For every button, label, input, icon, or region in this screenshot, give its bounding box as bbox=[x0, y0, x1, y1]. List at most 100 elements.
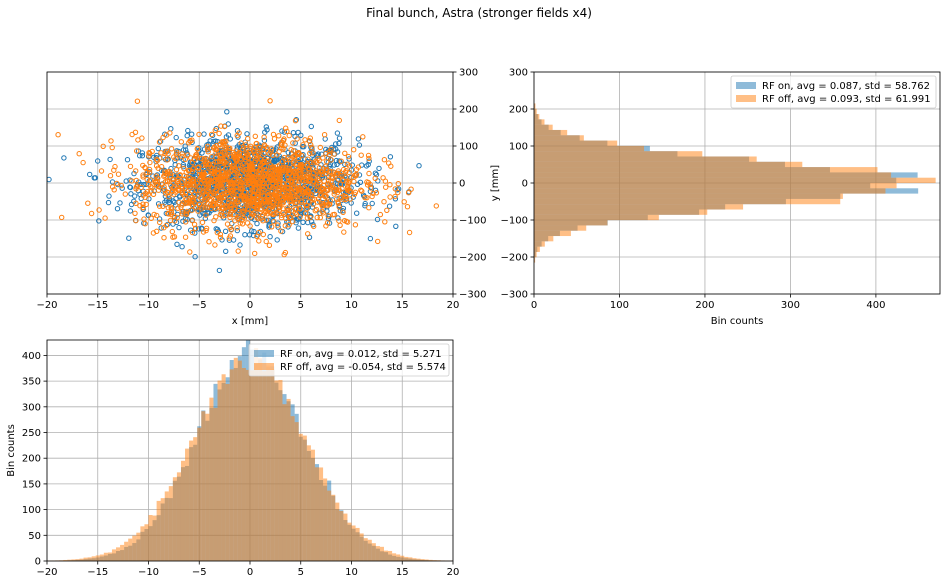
scatter-point bbox=[341, 218, 348, 224]
scatter-point bbox=[283, 167, 289, 174]
scatter-point bbox=[234, 227, 241, 234]
xhist-bar bbox=[286, 398, 291, 561]
scatter-point bbox=[279, 186, 286, 193]
scatter-point bbox=[222, 177, 229, 183]
scatter-point bbox=[203, 196, 209, 203]
scatter-point bbox=[180, 218, 186, 224]
scatter-point bbox=[267, 168, 273, 174]
yhist-bars bbox=[534, 103, 936, 263]
scatter-point bbox=[270, 172, 276, 178]
scatter-point bbox=[386, 203, 393, 209]
scatter-point bbox=[132, 193, 138, 199]
xhist-bar bbox=[209, 397, 214, 561]
scatter-point bbox=[140, 174, 146, 180]
scatter-point bbox=[222, 203, 228, 210]
scatter-point bbox=[377, 211, 384, 218]
y-tick-label: 300 bbox=[509, 68, 528, 79]
scatter-point bbox=[300, 142, 306, 148]
scatter-point bbox=[262, 176, 268, 183]
scatter-point bbox=[148, 215, 154, 222]
scatter-point bbox=[196, 176, 203, 183]
x-tick-label: 15 bbox=[396, 567, 409, 578]
scatter-point bbox=[288, 197, 294, 204]
scatter-point bbox=[320, 210, 326, 216]
scatter-point bbox=[346, 180, 352, 186]
scatter-point bbox=[341, 229, 347, 235]
scatter-point bbox=[387, 154, 394, 160]
scatter-point bbox=[213, 149, 219, 155]
scatter-point bbox=[307, 214, 313, 221]
scatter-point bbox=[291, 169, 298, 175]
scatter-point bbox=[179, 183, 186, 190]
scatter-point bbox=[107, 173, 114, 179]
scatter-point bbox=[416, 163, 422, 169]
scatter-point bbox=[201, 146, 208, 152]
yhist-bar bbox=[534, 257, 536, 263]
scatter-point bbox=[194, 146, 201, 152]
legend-entry: RF on, avg = 0.087, std = 58.762 bbox=[762, 81, 930, 92]
xhist-bar bbox=[67, 559, 72, 561]
yhist-bar bbox=[534, 241, 545, 247]
scatter-point bbox=[350, 174, 357, 180]
scatter-point bbox=[254, 220, 260, 227]
scatter-point bbox=[321, 186, 327, 192]
scatter-point bbox=[235, 196, 241, 202]
scatter-point bbox=[239, 193, 246, 199]
scatter-point bbox=[237, 242, 243, 248]
scatter-point bbox=[433, 203, 439, 209]
scatter-point bbox=[165, 221, 171, 228]
xhist-bar bbox=[420, 559, 425, 561]
scatter-point bbox=[127, 163, 134, 170]
scatter-point bbox=[380, 175, 386, 181]
scatter-point bbox=[127, 184, 133, 190]
scatter-point bbox=[267, 234, 273, 240]
xhist-bar bbox=[152, 515, 157, 561]
xhist-bar bbox=[274, 380, 279, 561]
scatter-point bbox=[288, 147, 294, 153]
scatter-point bbox=[161, 225, 167, 231]
scatter-point bbox=[318, 191, 324, 197]
scatter-point bbox=[117, 200, 123, 206]
yhist-bar bbox=[534, 209, 708, 215]
scatter-point bbox=[293, 200, 300, 206]
scatter-point bbox=[295, 193, 301, 199]
xhist-bar bbox=[124, 541, 129, 561]
xhist-bar bbox=[128, 538, 133, 561]
scatter-point bbox=[324, 199, 330, 205]
scatter-point bbox=[362, 200, 368, 207]
scatter-point bbox=[158, 150, 164, 156]
scatter-point bbox=[168, 126, 174, 132]
scatter-point bbox=[318, 169, 324, 175]
scatter-point bbox=[210, 190, 217, 197]
scatter-point bbox=[345, 187, 352, 193]
scatter-point bbox=[255, 151, 262, 157]
scatter-point bbox=[335, 215, 341, 221]
scatter-point bbox=[292, 188, 298, 194]
x-tick-label: 0 bbox=[247, 567, 253, 578]
x-tick-label: −20 bbox=[36, 300, 57, 311]
scatter-point bbox=[220, 177, 226, 183]
y-tick-label: 300 bbox=[22, 402, 41, 413]
scatter-point bbox=[80, 159, 86, 166]
scatter-point bbox=[243, 149, 249, 155]
scatter-point bbox=[76, 151, 82, 157]
scatter-point bbox=[271, 165, 278, 172]
xhist-bar bbox=[136, 532, 141, 561]
scatter-point bbox=[279, 128, 285, 134]
xhist-bar bbox=[201, 411, 206, 561]
scatter-point bbox=[155, 187, 162, 193]
xhist-bar bbox=[424, 559, 429, 561]
xhist-bar bbox=[367, 539, 372, 561]
scatter-point bbox=[140, 201, 146, 207]
xhist-bar bbox=[140, 526, 145, 561]
scatter-point bbox=[287, 171, 293, 177]
scatter-point bbox=[322, 136, 328, 142]
scatter-point bbox=[405, 190, 412, 196]
scatter-point bbox=[177, 172, 183, 178]
scatter-point bbox=[370, 190, 376, 197]
scatter-point bbox=[114, 206, 121, 212]
y-tick-label: −300 bbox=[501, 290, 528, 301]
scatter-point bbox=[372, 170, 379, 176]
scatter-point bbox=[244, 170, 250, 177]
scatter-point bbox=[300, 219, 306, 226]
